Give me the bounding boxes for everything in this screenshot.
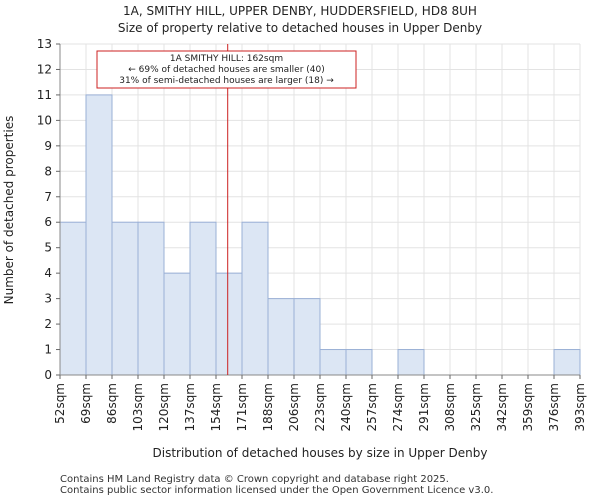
y-tick-label: 4 [44, 266, 52, 280]
bar [553, 349, 581, 376]
y-tick-label: 5 [44, 241, 52, 255]
x-tick-label: 325sqm [469, 383, 483, 431]
x-tick-label: 223sqm [313, 383, 327, 431]
y-tick-label: 7 [44, 190, 52, 204]
bars [59, 94, 581, 376]
y-axis-label: Number of detached properties [2, 116, 16, 305]
x-tick-label: 240sqm [339, 383, 353, 431]
bar [241, 221, 269, 376]
x-tick-label: 188sqm [261, 383, 275, 431]
y-tick-label: 11 [37, 88, 52, 102]
x-tick-label: 274sqm [391, 383, 405, 431]
y-tick-label: 8 [44, 164, 52, 178]
bar [59, 221, 87, 376]
bar [267, 298, 295, 376]
footer-copyright: Contains HM Land Registry data © Crown c… [60, 474, 449, 485]
bar [163, 272, 191, 376]
bar [397, 349, 425, 376]
bar [345, 349, 373, 376]
annotation-line-3: 31% of semi-detached houses are larger (… [119, 76, 334, 86]
y-tick-label: 2 [44, 317, 52, 331]
y-tick-label: 13 [37, 37, 52, 51]
chart-title: 1A, SMITHY HILL, UPPER DENBY, HUDDERSFIE… [123, 4, 477, 18]
bar [215, 272, 243, 376]
x-tick-label: 206sqm [287, 383, 301, 431]
x-tick-label: 393sqm [573, 383, 587, 431]
x-tick-label: 86sqm [105, 383, 119, 424]
x-tick-label: 154sqm [209, 383, 223, 431]
y-tick-label: 0 [44, 368, 52, 382]
annotation-box: 1A SMITHY HILL: 162sqm ← 69% of detached… [96, 50, 357, 89]
bar [137, 221, 165, 376]
x-tick-label: 120sqm [157, 383, 171, 431]
footer-licence: Contains public sector information licen… [60, 485, 494, 496]
bar [85, 94, 113, 376]
x-tick-label: 52sqm [53, 383, 67, 424]
x-tick-label: 308sqm [443, 383, 457, 431]
x-tick-label: 291sqm [417, 383, 431, 431]
y-tick-label: 1 [44, 343, 52, 357]
x-tick-label: 103sqm [131, 383, 145, 431]
y-tick-label: 3 [44, 292, 52, 306]
y-tick-label: 10 [37, 113, 52, 127]
annotation-line-1: 1A SMITHY HILL: 162sqm [170, 54, 283, 64]
bar [319, 349, 347, 376]
annotation-line-2: ← 69% of detached houses are smaller (40… [128, 65, 325, 75]
x-axis-label: Distribution of detached houses by size … [153, 446, 488, 460]
x-tick-label: 342sqm [495, 383, 509, 431]
x-tick-label: 376sqm [547, 383, 561, 431]
y-tick-label: 12 [37, 62, 52, 76]
y-tick-label: 6 [44, 215, 52, 229]
bar [189, 221, 217, 376]
x-tick-label: 359sqm [521, 383, 535, 431]
x-tick-label: 137sqm [183, 383, 197, 431]
x-tick-label: 257sqm [365, 383, 379, 431]
y-tick-label: 9 [44, 139, 52, 153]
bar [293, 298, 321, 376]
bar [111, 221, 139, 376]
x-tick-label: 171sqm [235, 383, 249, 431]
chart-subtitle: Size of property relative to detached ho… [118, 21, 482, 35]
x-tick-label: 69sqm [79, 383, 93, 424]
